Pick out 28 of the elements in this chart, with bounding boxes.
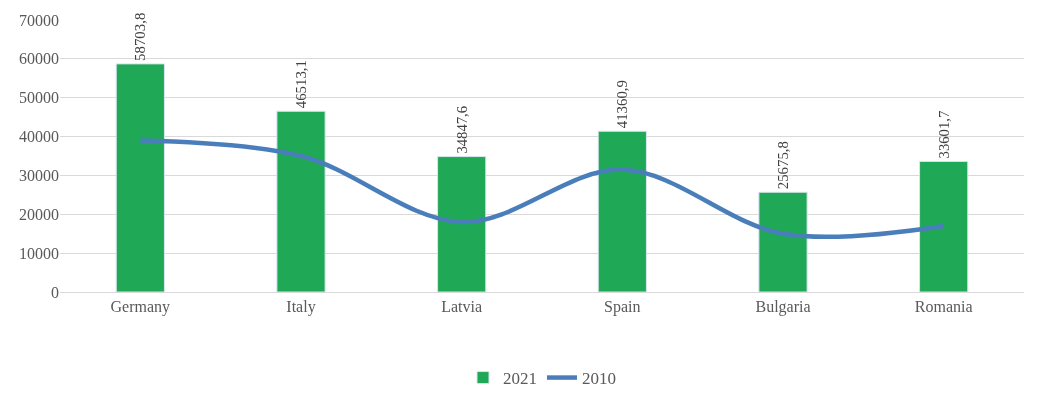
data-label: 25675,8 [774,141,791,190]
bar [276,110,326,292]
bar [115,63,165,292]
y-tick-label: 0 [51,283,59,301]
y-tick-label: 60000 [19,50,59,68]
bar [597,130,647,292]
y-tick-label: 70000 [19,11,59,29]
data-label: 33601,7 [935,110,952,159]
y-tick-label: 50000 [19,89,59,107]
x-tick-label: Italy [286,298,316,317]
bar [758,191,808,292]
legend-label: 2010 [582,369,616,389]
x-tick-label: Bulgaria [755,298,811,317]
x-tick-label: Spain [604,298,641,317]
x-tick-label: Romania [914,298,973,316]
y-tick-label: 40000 [19,128,59,146]
bar [919,160,969,292]
data-label: 46513,1 [292,60,309,109]
y-tick-label: 10000 [19,244,59,262]
legend-label: 2021 [503,369,537,389]
bar [437,156,487,292]
data-label: 34847,6 [453,105,470,154]
y-tick-label: 20000 [19,205,59,223]
data-label: 41360,9 [614,80,631,129]
x-tick-label: Germany [110,298,171,317]
x-tick-label: Latvia [441,298,483,316]
data-label: 58703,8 [132,12,149,61]
y-tick-label: 30000 [19,167,59,185]
